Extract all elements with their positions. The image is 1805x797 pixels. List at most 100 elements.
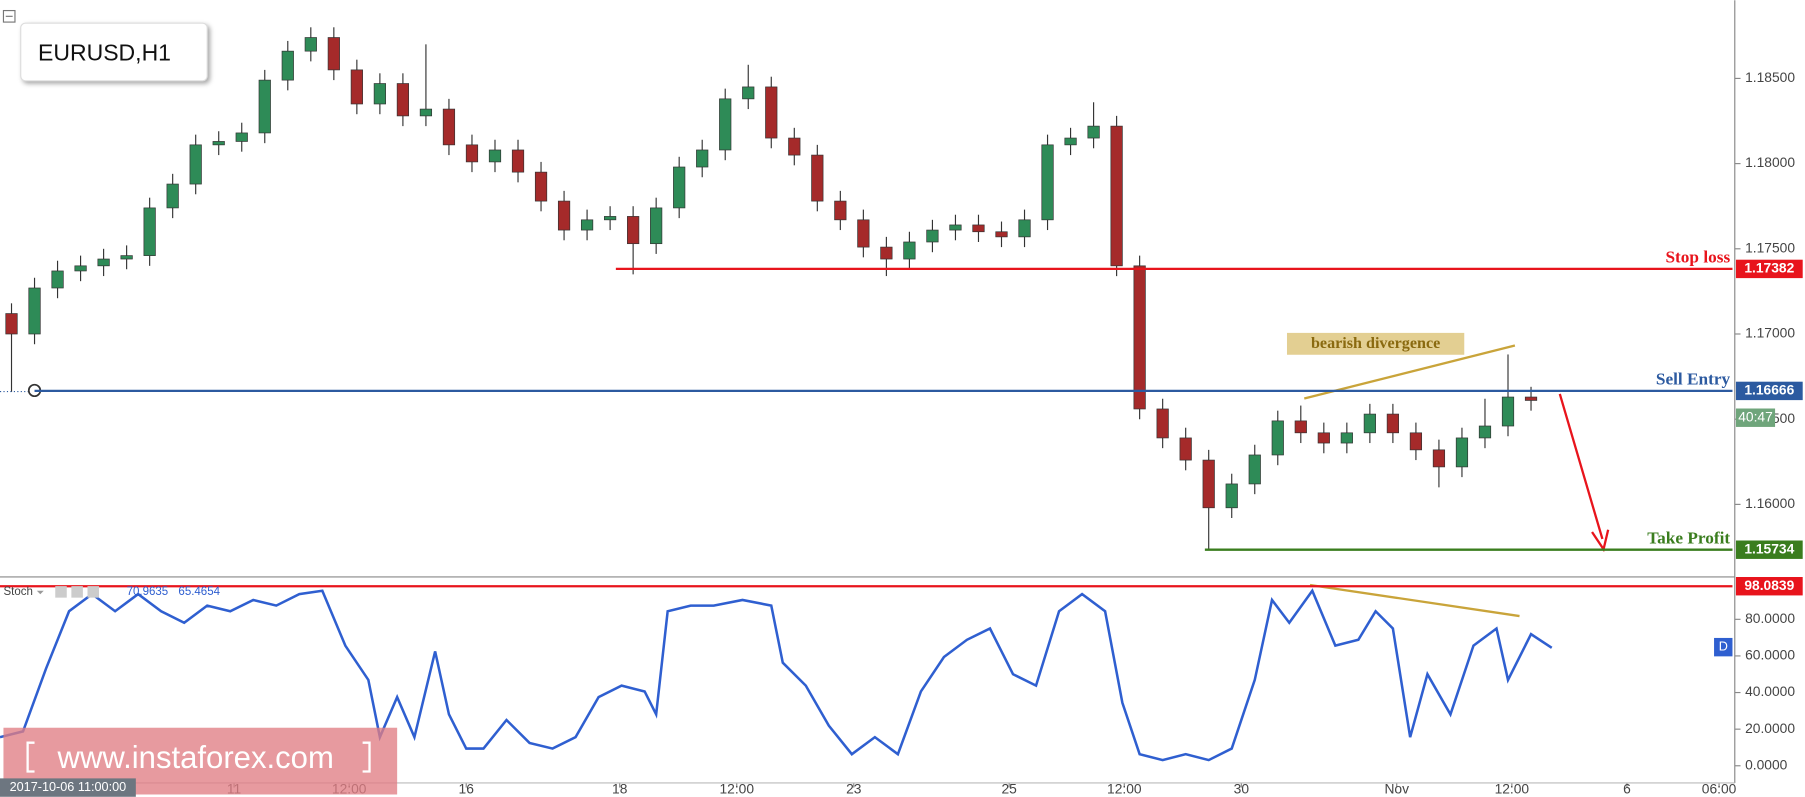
- candle-body: [1501, 396, 1515, 427]
- candle-body: [258, 79, 271, 134]
- annotation-text: bearish divergence: [1311, 335, 1440, 352]
- level-tag-label: 98.0839: [1744, 577, 1794, 593]
- candle-body: [650, 207, 663, 245]
- stoch-line: [0, 588, 1553, 762]
- annotation-box: [1286, 332, 1465, 355]
- indicator-hide[interactable]: [71, 586, 83, 598]
- candle-body: [880, 246, 893, 260]
- level-label: Stop loss: [1665, 248, 1730, 267]
- candle-body: [511, 149, 525, 173]
- watermark-bracket: [362, 741, 371, 773]
- candle-body: [1386, 413, 1399, 434]
- candle-body: [465, 144, 479, 163]
- candle-body: [534, 171, 548, 202]
- divergence-line-stoch: [1309, 583, 1520, 618]
- symbol-box: [20, 22, 208, 82]
- watermark-text: www.instaforex.com: [57, 740, 334, 775]
- candle-body: [1133, 265, 1146, 410]
- candle-body: [788, 137, 801, 156]
- candle-body: [1409, 432, 1423, 451]
- symbol-title: EURUSD,H1: [38, 39, 171, 65]
- candle-body: [235, 132, 248, 142]
- candle-body: [1064, 137, 1077, 146]
- indicator-remove[interactable]: [87, 586, 99, 598]
- candle-body: [212, 141, 225, 146]
- y-tick-label: 1.16000: [1745, 495, 1795, 511]
- indicator-readout: 70.9635: [127, 586, 169, 598]
- candle-body: [696, 149, 709, 168]
- cursor-date: 2017-10-06 11:00:00: [10, 780, 127, 794]
- candle-body: [5, 313, 18, 335]
- level-tag-label: 1.17382: [1744, 260, 1794, 276]
- level-tag: [1735, 259, 1803, 279]
- candle-body: [627, 216, 640, 245]
- candle-body: [442, 108, 456, 146]
- x-tick-label: 12:00: [1107, 781, 1142, 797]
- candle-body: [350, 69, 363, 105]
- candle-body: [719, 98, 732, 151]
- candle-body: [1363, 413, 1376, 434]
- candle-body: [1018, 219, 1031, 238]
- candle-body: [1087, 125, 1100, 139]
- indicator-readout: 65.4654: [178, 586, 220, 598]
- level-tag-label: 1.15734: [1744, 540, 1794, 556]
- indicator-menu[interactable]: [36, 590, 44, 595]
- candle-body: [120, 255, 133, 260]
- forecast-arrow: [1558, 393, 1604, 540]
- candle-body: [396, 83, 410, 117]
- collapse-icon[interactable]: [2, 9, 16, 23]
- candle-body: [281, 50, 294, 81]
- candle-body: [419, 108, 433, 117]
- candle-body: [949, 224, 962, 231]
- candle-body: [373, 83, 386, 105]
- candle-body: [74, 265, 87, 272]
- candle-body: [166, 183, 179, 209]
- x-tick-label: Nov: [1384, 781, 1409, 797]
- indicator-name: Stoch: [3, 586, 32, 598]
- candle-body: [926, 229, 939, 243]
- x-tick-label: 12:00: [1495, 781, 1530, 797]
- y-tick-label: 1.18500: [1745, 69, 1795, 85]
- candle-body: [327, 37, 340, 71]
- candle-body: [857, 219, 870, 248]
- y-tick-label: 1.17000: [1745, 325, 1795, 341]
- watermark-bracket: [26, 741, 35, 773]
- candle-body: [304, 37, 317, 52]
- level-tag-label: 1.16666: [1744, 382, 1794, 398]
- level-tag: [1735, 381, 1803, 401]
- candle-body: [1432, 449, 1446, 468]
- candle-body: [1202, 459, 1215, 509]
- candle-body: [1156, 408, 1169, 439]
- candle-body: [673, 166, 686, 209]
- candle-body: [765, 86, 778, 139]
- x-tick-label: 12:00: [719, 781, 754, 797]
- x-tick-label: 18: [612, 781, 628, 797]
- y-tick-label: 0.0000: [1745, 756, 1788, 772]
- candle-body: [834, 200, 847, 221]
- y-tick-label: 1.18000: [1745, 154, 1795, 170]
- x-tick-label: 30: [1234, 781, 1250, 797]
- candle-body: [1317, 432, 1330, 444]
- indicator-settings[interactable]: [55, 586, 67, 598]
- back-layer: 1.160001.165001.170001.175001.180001.185…: [0, 27, 1795, 797]
- y-tick-label: 80.0000: [1745, 610, 1795, 626]
- y-tick-label: 1.17500: [1745, 239, 1795, 255]
- level-label: Take Profit: [1647, 528, 1730, 547]
- candle-body: [1225, 483, 1238, 509]
- y-tick-label: 20.0000: [1745, 720, 1795, 736]
- level-tag: [1735, 540, 1803, 559]
- front-layer: 40:47 Stop loss 1.17382 Sell Entry 1.16666 Ta…: [0, 248, 1803, 596]
- candle-body: [995, 231, 1008, 238]
- countdown: 40:47: [1738, 408, 1773, 424]
- candle-body: [1340, 432, 1353, 444]
- candle-body: [580, 219, 594, 231]
- candle-body: [97, 258, 110, 267]
- divergence-line-price: [1303, 344, 1516, 400]
- candle-body: [488, 149, 502, 163]
- y-tick-label: 60.0000: [1745, 647, 1795, 663]
- x-tick-label: 6: [1623, 781, 1631, 797]
- cursor-date-box: [0, 778, 136, 797]
- candle-body: [1455, 437, 1469, 468]
- candle-body: [742, 86, 755, 100]
